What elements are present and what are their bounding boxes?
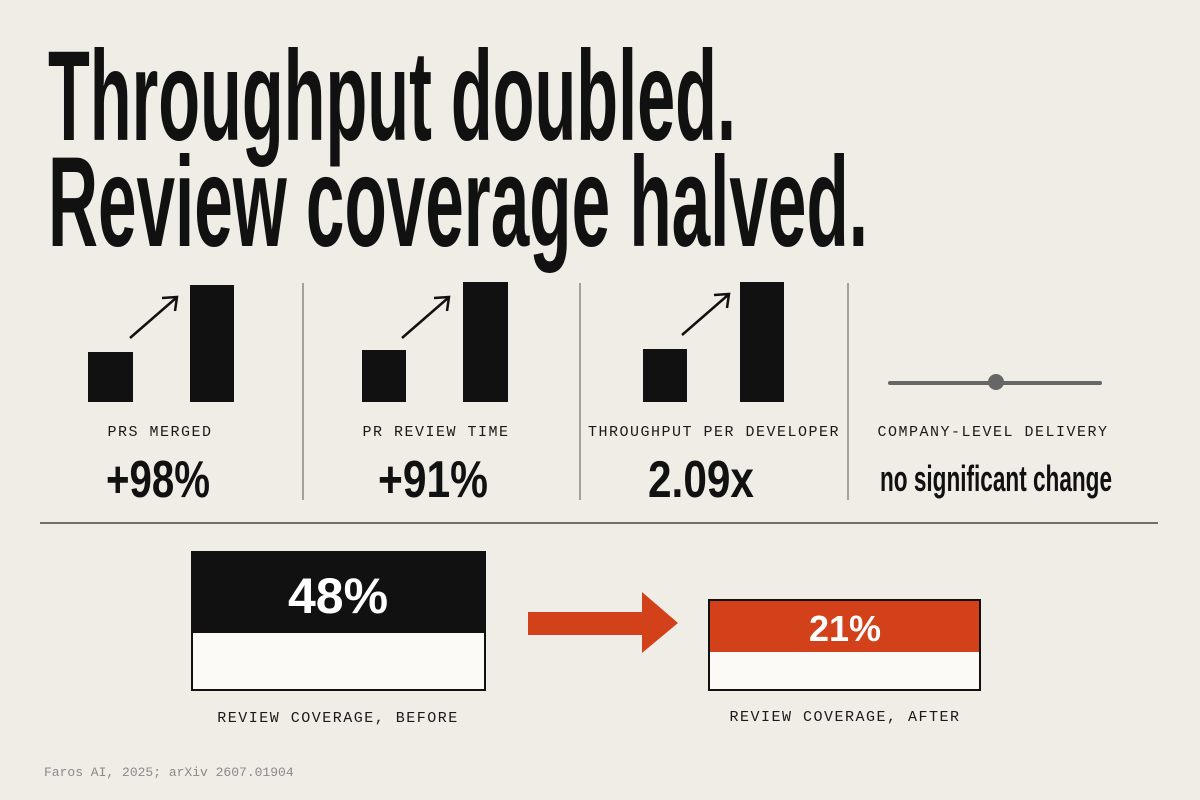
coverage-before-box <box>191 551 486 691</box>
coverage-label: REVIEW COVERAGE, AFTER <box>729 709 960 726</box>
stat-value: 2.09x <box>648 451 754 509</box>
stat-value: +98% <box>106 451 210 509</box>
dividers <box>302 283 849 500</box>
change-arrow <box>528 592 678 653</box>
flat-slider-icon <box>888 374 1102 390</box>
coverage-value: 48% <box>288 568 388 624</box>
headline: Throughput doubled. <box>48 25 736 168</box>
arrow-icon <box>129 292 731 339</box>
coverage-label: REVIEW COVERAGE, BEFORE <box>217 710 459 727</box>
stat-value: no significant change <box>880 458 1112 499</box>
stat-label: PRS MERGED <box>107 424 212 441</box>
stat-value: +91% <box>378 451 488 509</box>
growth-icon <box>88 282 784 402</box>
coverage-after-box <box>708 599 981 691</box>
stat-label: THROUGHPUT PER DEVELOPER <box>588 424 840 441</box>
headline: Review coverage halved. <box>48 131 868 274</box>
coverage-value: 21% <box>809 608 881 649</box>
stat-label: PR REVIEW TIME <box>362 424 509 441</box>
stat-label: COMPANY-LEVEL DELIVERY <box>877 424 1108 441</box>
source: Faros AI, 2025; arXiv 2607.01904 <box>44 765 294 780</box>
